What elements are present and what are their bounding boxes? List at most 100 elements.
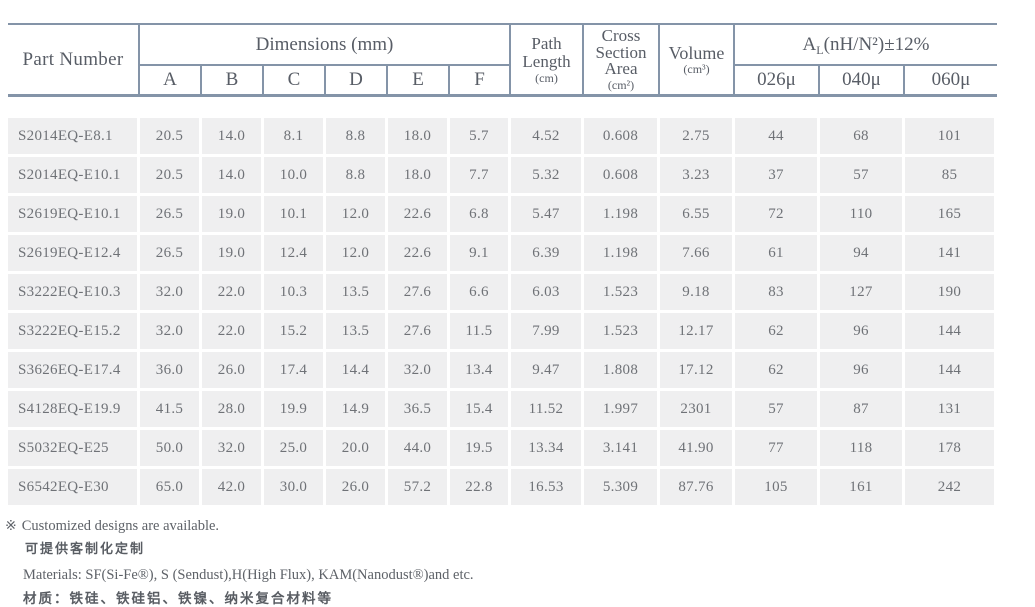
- value-cell: 6.8: [450, 196, 511, 235]
- value-cell: 10.1: [264, 196, 326, 235]
- value-cell: 9.18: [660, 274, 735, 313]
- reference-mark-icon: ※: [5, 519, 17, 534]
- value-cell: 27.6: [388, 313, 450, 352]
- value-cell: 19.9: [264, 391, 326, 430]
- value-cell: 16.53: [511, 469, 584, 508]
- value-cell: 20.0: [326, 430, 388, 469]
- col-header-label: Section: [595, 42, 647, 62]
- value-cell: 44.0: [388, 430, 450, 469]
- col-header-unit: (cm³): [683, 62, 710, 77]
- value-cell: 5.32: [511, 157, 584, 196]
- value-cell: 62: [735, 313, 820, 352]
- value-cell: 87.76: [660, 469, 735, 508]
- col-header-label: 040μ: [842, 69, 881, 91]
- value-cell: 13.5: [326, 274, 388, 313]
- value-cell: 19.0: [202, 196, 264, 235]
- value-cell: 10.3: [264, 274, 326, 313]
- value-cell: 0.608: [584, 118, 660, 157]
- col-header-label: Part Number: [22, 48, 124, 70]
- value-cell: 20.5: [140, 118, 202, 157]
- value-cell: 22.8: [450, 469, 511, 508]
- part-number-cell: S2619EQ-E12.4: [8, 235, 140, 274]
- value-cell: 105: [735, 469, 820, 508]
- value-cell: 15.4: [450, 391, 511, 430]
- part-number-cell: S6542EQ-E30: [8, 469, 140, 508]
- note-customized-text: Customized designs are available.: [21, 518, 220, 534]
- value-cell: 26.5: [140, 235, 202, 274]
- value-cell: 144: [905, 313, 997, 352]
- value-cell: 32.0: [140, 274, 202, 313]
- value-cell: 61: [735, 235, 820, 274]
- value-cell: 41.90: [660, 430, 735, 469]
- part-number-cell: S2014EQ-E8.1: [8, 118, 140, 157]
- col-header-label: Area: [604, 59, 638, 79]
- part-number-cell: S3626EQ-E17.4: [8, 352, 140, 391]
- note-materials: Materials: SF(Si-Fe®), S (Sendust),H(Hig…: [23, 567, 474, 583]
- col-header-dim-b: B: [202, 66, 264, 94]
- value-cell: 85: [905, 157, 997, 196]
- col-header-al-inductance: AL(nH/N²)±12%: [735, 25, 997, 66]
- value-cell: 2.75: [660, 118, 735, 157]
- value-cell: 1.198: [584, 196, 660, 235]
- value-cell: 68: [820, 118, 905, 157]
- value-cell: 6.55: [660, 196, 735, 235]
- value-cell: 5.47: [511, 196, 584, 235]
- col-header-label: B: [225, 69, 239, 91]
- value-cell: 12.0: [326, 235, 388, 274]
- note-customized-zh: 可提供客制化定制: [25, 541, 146, 556]
- part-number-cell: S2619EQ-E10.1: [8, 196, 140, 235]
- value-cell: 8.1: [264, 118, 326, 157]
- value-cell: 62: [735, 352, 820, 391]
- part-number-cell: S3222EQ-E10.3: [8, 274, 140, 313]
- value-cell: 18.0: [388, 118, 450, 157]
- value-cell: 14.9: [326, 391, 388, 430]
- value-cell: 8.8: [326, 118, 388, 157]
- value-cell: 50.0: [140, 430, 202, 469]
- value-cell: 22.6: [388, 235, 450, 274]
- value-cell: 22.6: [388, 196, 450, 235]
- value-cell: 13.34: [511, 430, 584, 469]
- value-cell: 12.4: [264, 235, 326, 274]
- value-cell: 14.0: [202, 118, 264, 157]
- col-header-dim-f: F: [450, 66, 511, 94]
- value-cell: 96: [820, 313, 905, 352]
- col-header-path-length: Path Length (cm): [511, 25, 584, 94]
- value-cell: 7.99: [511, 313, 584, 352]
- value-cell: 101: [905, 118, 997, 157]
- value-cell: 2301: [660, 391, 735, 430]
- value-cell: 32.0: [388, 352, 450, 391]
- value-cell: 30.0: [264, 469, 326, 508]
- value-cell: 77: [735, 430, 820, 469]
- col-header-040u: 040μ: [820, 66, 905, 94]
- value-cell: 94: [820, 235, 905, 274]
- col-header-060u: 060μ: [905, 66, 997, 94]
- col-header-label: C: [287, 69, 301, 91]
- value-cell: 72: [735, 196, 820, 235]
- value-cell: 127: [820, 274, 905, 313]
- col-header-dim-c: C: [264, 66, 326, 94]
- col-header-label: 026μ: [757, 69, 796, 91]
- value-cell: 83: [735, 274, 820, 313]
- col-header-dim-d: D: [326, 66, 388, 94]
- value-cell: 131: [905, 391, 997, 430]
- col-header-label: Cross: [601, 26, 641, 46]
- col-header-unit: (cm²): [607, 77, 635, 92]
- value-cell: 32.0: [202, 430, 264, 469]
- value-cell: 8.8: [326, 157, 388, 196]
- value-cell: 12.0: [326, 196, 388, 235]
- value-cell: 19.0: [202, 235, 264, 274]
- col-header-dimensions: Dimensions (mm): [140, 25, 511, 66]
- value-cell: 6.03: [511, 274, 584, 313]
- col-header-label: AL(nH/N²)±12%: [802, 33, 930, 57]
- value-cell: 28.0: [202, 391, 264, 430]
- value-cell: 22.0: [202, 274, 264, 313]
- col-header-dim-e: E: [388, 66, 450, 94]
- value-cell: 7.66: [660, 235, 735, 274]
- value-cell: 22.0: [202, 313, 264, 352]
- value-cell: 42.0: [202, 469, 264, 508]
- value-cell: 242: [905, 469, 997, 508]
- col-header-label: Length: [522, 52, 571, 71]
- value-cell: 178: [905, 430, 997, 469]
- value-cell: 14.4: [326, 352, 388, 391]
